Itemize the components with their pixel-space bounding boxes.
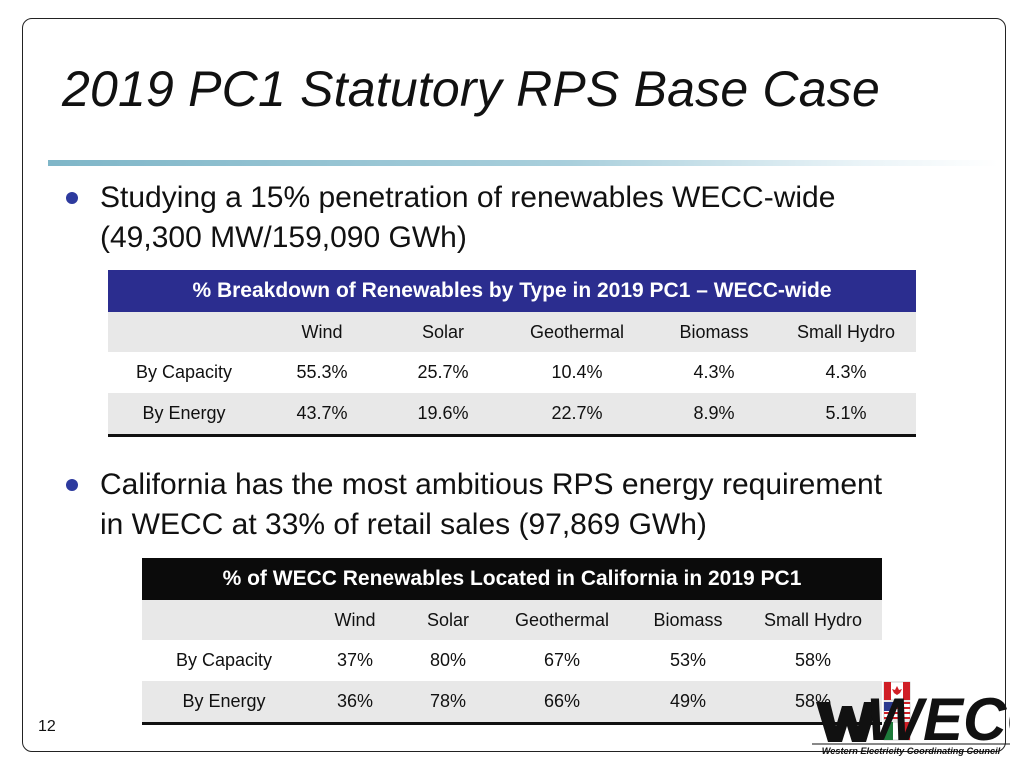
table-title: % Breakdown of Renewables by Type in 201… <box>108 270 916 312</box>
column-header: Biomass <box>652 312 776 352</box>
table-cell: 80% <box>429 650 467 670</box>
table-cell: 22.7% <box>502 393 652 437</box>
bullet-dot-icon <box>66 192 78 204</box>
bullet-1-line-2: (49,300 MW/159,090 GWh) <box>100 221 467 254</box>
table-cell: 5.1% <box>776 393 916 437</box>
table-row: By Capacity 37% 80% 67% 53% 58% <box>142 640 882 681</box>
table-cell: 25.7% <box>417 362 469 382</box>
column-header: Small Hydro <box>776 312 916 352</box>
renewables-breakdown-table: % Breakdown of Renewables by Type in 201… <box>108 270 916 437</box>
row-label: By Capacity <box>135 362 233 382</box>
table-cell: 10.4% <box>551 362 603 382</box>
column-header: Solar <box>404 600 492 640</box>
usa-flag-icon <box>883 701 911 721</box>
column-header: Wind <box>260 312 384 352</box>
table-cell: 19.6% <box>384 393 502 437</box>
mexico-flag-icon <box>883 721 911 741</box>
bullet-dot-icon <box>66 479 78 491</box>
table-cell: 67% <box>543 650 581 670</box>
table-cell: 58% <box>744 681 882 725</box>
column-header: Small Hydro <box>744 600 882 640</box>
table-cell: 37% <box>336 650 374 670</box>
table-cell: 43.7% <box>260 393 384 437</box>
page-number: 12 <box>38 718 56 735</box>
table-cell: 78% <box>404 681 492 725</box>
column-header: Wind <box>306 600 404 640</box>
table-cell: 55.3% <box>296 362 348 382</box>
title-divider <box>48 160 998 166</box>
table-row: By Capacity 55.3% 25.7% 10.4% 4.3% 4.3% <box>108 352 916 393</box>
table-cell: 66% <box>492 681 632 725</box>
table-cell: 53% <box>669 650 707 670</box>
wecc-logo: WECC Western Electricity Coordinating Co… <box>812 681 1010 756</box>
bullet-2-line-1: California has the most ambitious RPS en… <box>100 468 883 501</box>
table-cell: 36% <box>306 681 404 725</box>
row-label: By Energy <box>108 393 260 437</box>
table-cell: 49% <box>632 681 744 725</box>
bullet-2-line-2: in WECC at 33% of retail sales (97,869 G… <box>100 508 707 541</box>
column-header: Solar <box>384 312 502 352</box>
column-header <box>108 312 260 352</box>
table-row: By Energy 36% 78% 66% 49% 58% <box>142 681 882 725</box>
california-renewables-table: % of WECC Renewables Located in Californ… <box>142 558 882 725</box>
column-header: Geothermal <box>492 600 632 640</box>
table-header-row: Wind Solar Geothermal Biomass Small Hydr… <box>142 600 882 640</box>
logo-text: WECC <box>866 686 1010 753</box>
row-label: By Energy <box>142 681 306 725</box>
logo-caption: Western Electricity Coordinating Council <box>822 746 1001 756</box>
table-cell: 8.9% <box>652 393 776 437</box>
table-cell: 4.3% <box>693 362 735 382</box>
row-label: By Capacity <box>175 650 273 670</box>
table-cell: 58% <box>794 650 832 670</box>
bullet-2: California has the most ambitious RPS en… <box>100 465 882 545</box>
canada-flag-icon <box>883 681 911 701</box>
bullet-1-line-1: Studying a 15% penetration of renewables… <box>100 181 836 214</box>
column-header <box>142 600 306 640</box>
table-header-row: Wind Solar Geothermal Biomass Small Hydr… <box>108 312 916 352</box>
column-header: Biomass <box>632 600 744 640</box>
table-title: % of WECC Renewables Located in Californ… <box>142 558 882 600</box>
slide-title: 2019 PC1 Statutory RPS Base Case <box>62 61 880 117</box>
column-header: Geothermal <box>502 312 652 352</box>
table-row: By Energy 43.7% 19.6% 22.7% 8.9% 5.1% <box>108 393 916 437</box>
bullet-1: Studying a 15% penetration of renewables… <box>100 178 835 258</box>
table-cell: 4.3% <box>825 362 867 382</box>
